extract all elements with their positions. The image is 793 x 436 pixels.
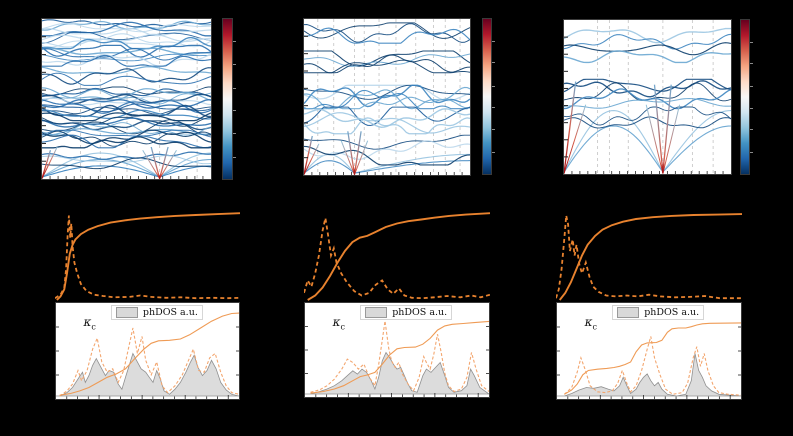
cumulative-kappa-inset xyxy=(59,312,239,396)
phonon-band-panel-3 xyxy=(563,19,732,175)
phdos-inset-plot-2 xyxy=(305,320,489,397)
phdos-inset-3: κc phDOS a.u. xyxy=(556,302,742,400)
phdos-inset-plot-1 xyxy=(56,312,239,399)
cumulative-kappa-line xyxy=(56,212,240,301)
colorbar-tick xyxy=(233,41,236,43)
bands-layer xyxy=(564,27,731,129)
kappa-c-label: κc xyxy=(83,315,96,332)
kappa-accumulation-plot-2 xyxy=(304,212,490,301)
colorbar-tick xyxy=(750,129,753,131)
phdos-legend-swatch xyxy=(617,307,640,318)
colorbar-tick xyxy=(492,62,495,64)
kappa-c-label: κc xyxy=(584,315,597,332)
colorbar-tick xyxy=(233,63,236,65)
spectral-kappa-dashed-inset xyxy=(59,327,239,397)
colorbar-tick xyxy=(492,152,495,154)
acoustic-arcs-layer xyxy=(564,110,731,173)
spectral-kappa-dashed-inset xyxy=(310,320,489,393)
inset-ticks xyxy=(56,326,239,399)
band-structure-plot-2 xyxy=(304,19,470,175)
colorbar-1 xyxy=(222,18,236,180)
phdos-fill xyxy=(557,353,741,397)
axis-ticks xyxy=(564,36,724,174)
phdos-legend: phDOS a.u. xyxy=(360,305,453,320)
bands-layer xyxy=(42,19,211,170)
colorbar-tick xyxy=(233,87,236,89)
colorbar-tick xyxy=(492,85,495,87)
colorbar-tick xyxy=(750,63,753,65)
acoustic-gamma-layer xyxy=(42,146,177,179)
axis-ticks xyxy=(304,35,463,175)
cumulative-kappa-line xyxy=(558,213,742,301)
cumulative-kappa-inset xyxy=(310,320,489,394)
phdos-legend-swatch xyxy=(365,307,388,318)
colorbar-tick xyxy=(750,107,753,109)
acoustic-gamma-layer xyxy=(564,81,681,174)
colorbar-tick xyxy=(233,156,236,158)
phdos-inset-plot-3 xyxy=(557,322,741,399)
colorbar-tick xyxy=(750,41,753,43)
colorbar-3 xyxy=(740,19,753,175)
colorbar-tick xyxy=(492,40,495,42)
colorbar-tick xyxy=(492,107,495,109)
phdos-legend-label: phDOS a.u. xyxy=(644,307,700,318)
phonon-band-panel-2 xyxy=(303,18,471,176)
colorbar-tick xyxy=(750,152,753,154)
kappa-accumulation-plot-3 xyxy=(556,213,742,301)
colorbar-2 xyxy=(482,18,495,175)
bands-layer xyxy=(304,22,470,166)
band-structure-plot-3 xyxy=(564,20,731,174)
cumulative-kappa-inset xyxy=(564,322,741,395)
phdos-legend: phDOS a.u. xyxy=(612,305,705,320)
colorbar-tick xyxy=(492,129,495,131)
kappa-c-label: κc xyxy=(332,315,345,332)
spectral-kappa-dashed-line xyxy=(556,215,742,300)
inset-ticks xyxy=(557,326,741,399)
phdos-inset-1: κc phDOS a.u. xyxy=(55,302,240,400)
phonon-band-panel-1 xyxy=(41,18,212,180)
phdos-legend: phDOS a.u. xyxy=(110,305,203,320)
axis-ticks xyxy=(42,36,204,179)
colorbar-tick xyxy=(233,110,236,112)
spectral-kappa-dashed-inset xyxy=(564,336,741,396)
acoustic-gamma-layer xyxy=(304,131,369,175)
phdos-legend-label: phDOS a.u. xyxy=(392,307,448,318)
cumulative-kappa-line xyxy=(307,212,490,301)
phdos-fill xyxy=(56,352,239,397)
colorbar-tick xyxy=(233,132,236,134)
phdos-inset-2: κc phDOS a.u. xyxy=(304,302,490,398)
phdos-fill xyxy=(305,351,489,395)
spectral-kappa-dashed-line xyxy=(55,215,240,300)
phdos-legend-label: phDOS a.u. xyxy=(142,307,198,318)
colorbar-tick xyxy=(750,86,753,88)
band-structure-plot-1 xyxy=(42,19,211,179)
inset-ticks xyxy=(305,326,489,397)
kappa-accumulation-plot-1 xyxy=(55,212,240,301)
spectral-kappa-dashed-line xyxy=(304,217,490,300)
phdos-legend-swatch xyxy=(115,307,138,318)
